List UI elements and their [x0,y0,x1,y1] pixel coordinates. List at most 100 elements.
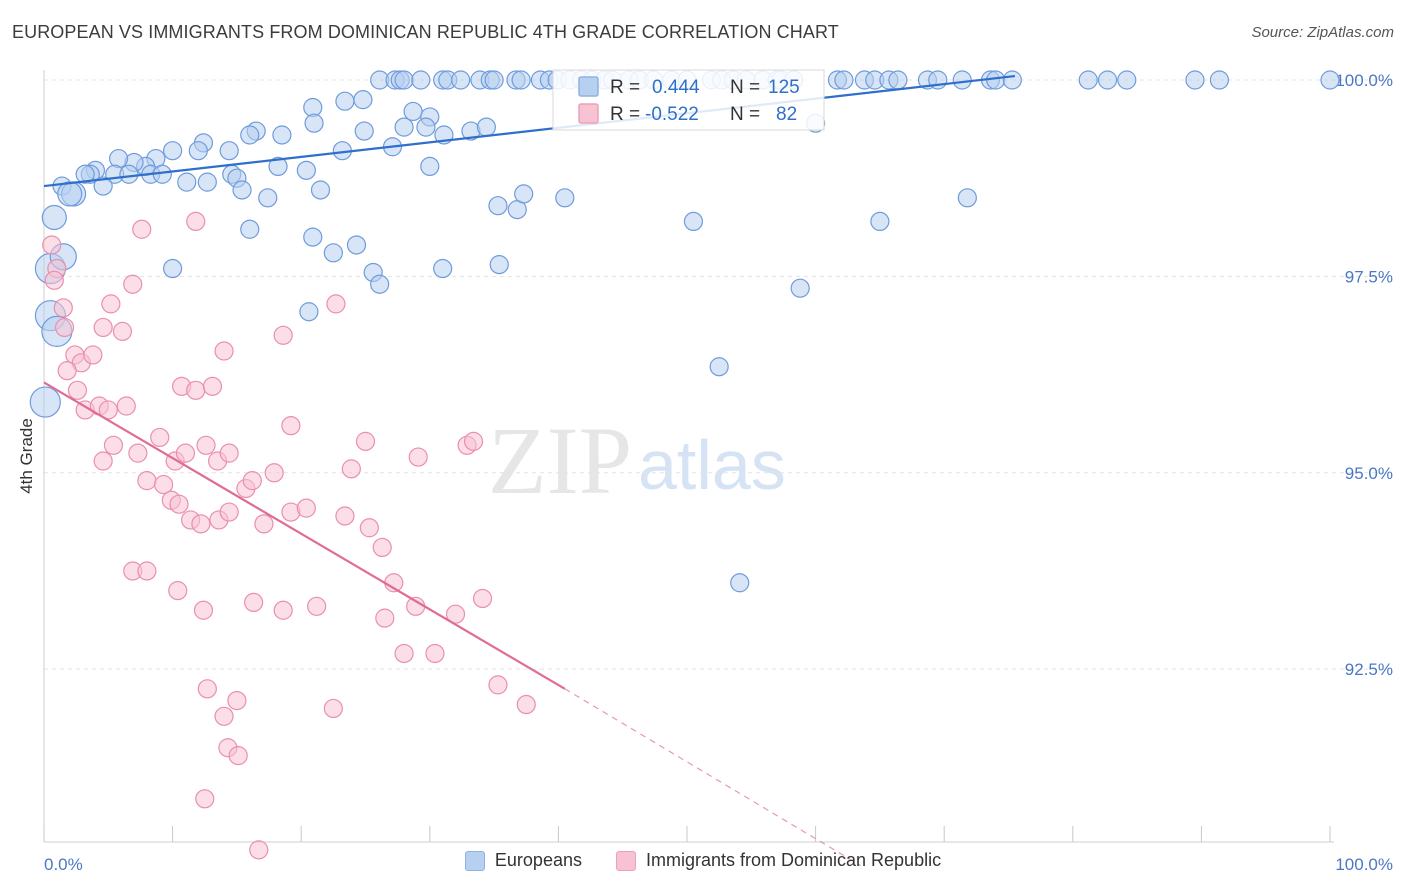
point-dominican [242,471,262,491]
point-europeans [730,573,750,593]
point-europeans [353,90,373,110]
point-europeans [299,302,319,322]
point-europeans [1078,70,1098,90]
point-dominican [168,581,188,601]
point-europeans [93,176,113,196]
point-europeans [177,172,197,192]
point-europeans [416,117,436,137]
trend-line-dominican-extension [564,688,861,867]
trend-line-dominican [43,381,566,690]
point-europeans [514,184,534,204]
point-europeans [304,113,324,133]
legend-swatch-pink [615,850,636,871]
point-europeans [420,156,440,177]
point-dominican [214,706,234,726]
point-dominican [101,294,121,314]
point-europeans [476,117,496,137]
stats-pink-n-value: 82 [776,104,797,125]
stats-pink-r-label: R = [610,104,640,125]
point-dominican [375,608,395,628]
point-europeans [790,278,810,298]
point-dominican [472,588,493,609]
point-europeans [119,164,139,184]
point-europeans [258,188,278,208]
legend-swatch-blue [464,850,485,871]
point-dominican [197,679,217,699]
point-europeans [394,70,414,90]
point-dominican [335,506,355,526]
watermark-atlas: atlas [638,426,786,504]
point-dominican [488,675,508,695]
x-tick-label-start: 0.0% [44,855,83,874]
point-dominican [254,514,274,534]
stats-swatch-pink [578,103,599,124]
y-axis-label: 4th Grade [17,418,36,494]
point-dominican [112,321,133,341]
point-dominican [93,451,113,471]
point-dominican [150,427,170,448]
y-tick-label: 92.5% [1345,660,1393,679]
point-dominican [191,514,211,534]
point-europeans [335,91,355,111]
legend-item-europeans[interactable]: Europeans [464,850,582,871]
point-dominican [195,789,215,809]
point-dominican [186,211,206,232]
point-europeans [29,386,61,418]
point-dominican [326,294,346,314]
stats-blue-n-label: N = [730,77,760,98]
point-dominican [186,380,206,400]
point-europeans [488,196,508,216]
point-europeans [41,204,67,231]
point-dominican [227,690,247,711]
point-europeans [709,357,729,377]
point-dominican [296,498,316,518]
point-dominican [445,604,466,624]
point-dominican [273,325,293,345]
point-europeans [952,70,972,90]
point-europeans [511,70,531,90]
point-dominican [137,471,157,491]
y-tick-label: 97.5% [1345,267,1393,286]
point-europeans [57,181,83,207]
point-dominican [123,274,143,294]
point-europeans [888,70,908,90]
point-europeans [219,141,239,161]
point-dominican [44,270,64,290]
point-europeans [394,117,414,137]
point-dominican [244,592,264,613]
point-dominican [273,600,293,620]
point-europeans [75,164,95,184]
point-europeans [484,70,504,90]
point-europeans [240,219,260,239]
stats-pink-r-value: -0.522 [645,104,699,125]
point-europeans [555,188,575,208]
point-dominican [193,600,214,620]
point-dominican [394,643,414,664]
point-dominican [128,443,148,463]
point-europeans [433,258,453,279]
source-label: Source: ZipAtlas.com [1251,24,1394,41]
point-europeans [188,141,208,161]
point-europeans [163,258,183,279]
point-dominican [228,745,248,766]
point-dominican [53,298,73,318]
watermark: ZIP atlas [488,407,786,514]
point-dominican [341,459,361,479]
legend-label-dominican: Immigrants from Dominican Republic [645,850,942,870]
legend: Europeans Immigrants from Dominican Repu… [0,850,1406,871]
point-europeans [683,211,704,232]
point-europeans [1209,70,1230,90]
stats-blue-n-value: 125 [768,77,800,98]
point-europeans [957,188,977,208]
trend-lines [43,74,1016,867]
point-europeans [1320,70,1340,90]
legend-item-dominican[interactable]: Immigrants from Dominican Republic [615,850,942,871]
point-europeans [323,243,343,263]
point-europeans [1002,70,1022,90]
point-europeans [163,141,183,161]
point-dominican [219,443,239,463]
point-dominican [83,345,103,365]
y-tick-labels: 92.5% 95.0% 97.5% 100.0% [1335,71,1393,679]
point-europeans [834,70,854,90]
